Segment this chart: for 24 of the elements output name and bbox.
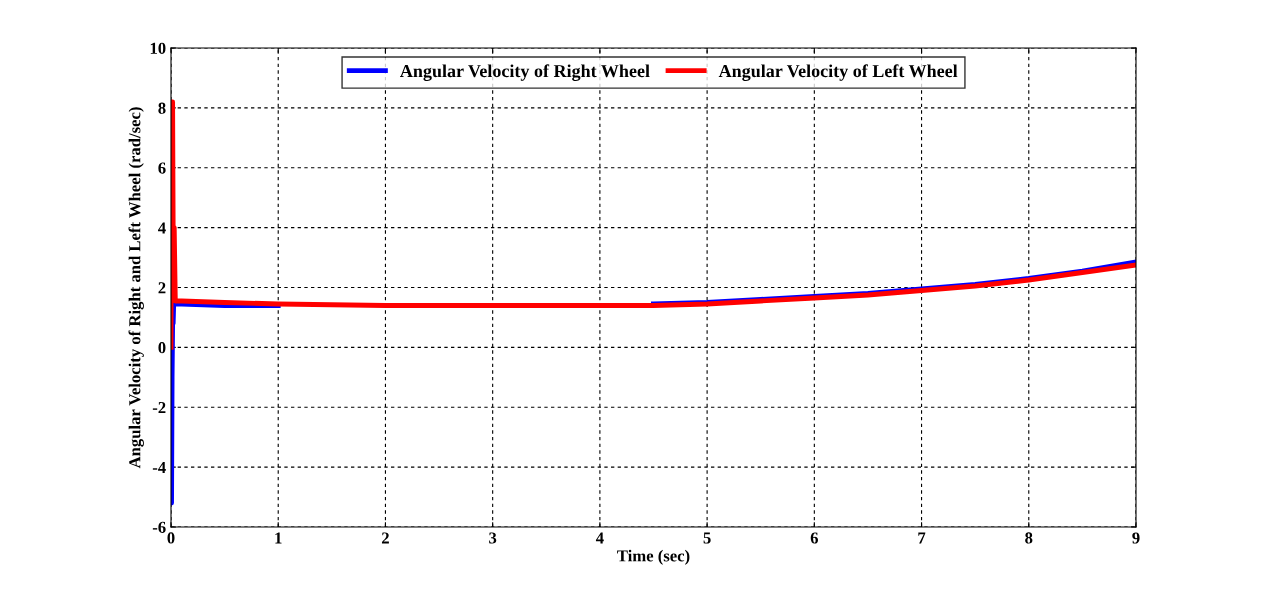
y-tick-label: 0 [158,342,166,354]
legend-label: Angular Velocity of Right Wheel [400,64,650,81]
x-tick-label: 9 [1132,532,1140,544]
x-axis-title: Time (sec) [617,549,690,565]
x-tick-label: 6 [810,532,819,544]
y-tick-label: 10 [150,42,166,54]
legend-label: Angular Velocity of Left Wheel [718,64,958,81]
x-tick-label: 3 [489,532,497,544]
x-tick-label: 7 [918,532,926,544]
x-tick-label: 8 [1025,532,1033,544]
x-tick-label: 5 [703,532,711,544]
y-tick-label: -2 [152,402,166,414]
x-tick-label: 4 [595,532,604,544]
y-tick-label: -4 [152,461,166,473]
x-tick-label: 1 [275,532,282,544]
line-series [171,99,1136,350]
y-tick-label: 4 [158,222,166,234]
y-tick-label: 6 [158,162,166,174]
y-tick-label: 2 [158,282,166,294]
y-axis-title: Angular Velocity of Right and Left Wheel (rad/sec) [128,107,144,469]
y-tick-label: -6 [152,521,166,533]
x-tick-label: 0 [167,532,175,544]
x-tick-label: 2 [381,532,389,544]
y-tick-label: 8 [158,102,166,114]
